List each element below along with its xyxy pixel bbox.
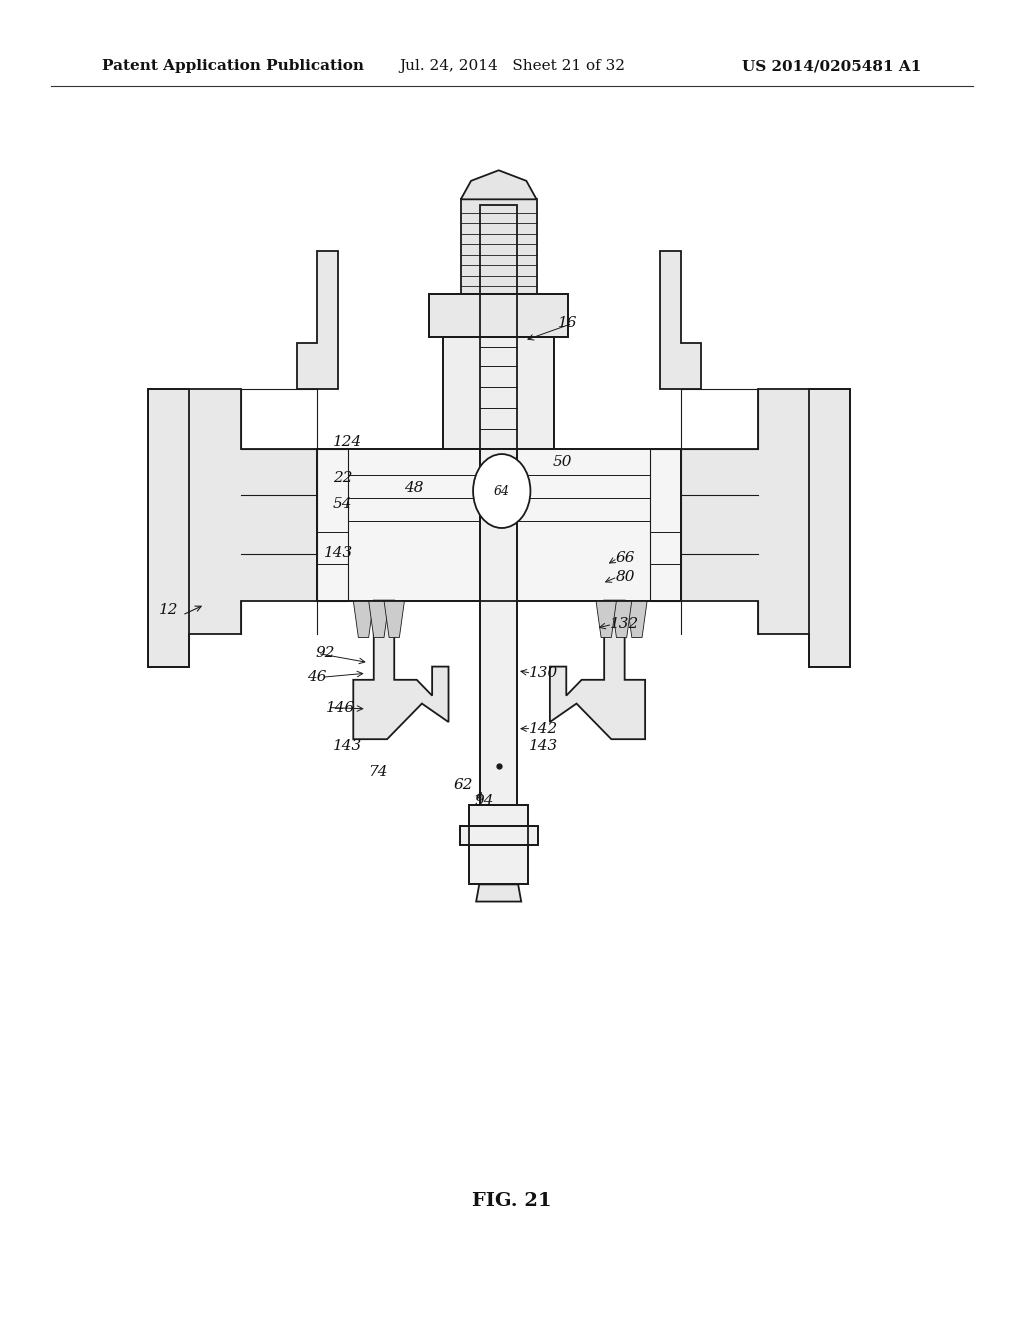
Bar (460, 826, 538, 845)
Bar (317, 449, 681, 601)
Polygon shape (297, 251, 338, 389)
Bar (429, 294, 568, 337)
Text: 143: 143 (529, 739, 559, 752)
Text: 146: 146 (326, 701, 355, 714)
Text: 22: 22 (333, 471, 352, 484)
Polygon shape (461, 170, 537, 199)
Text: Patent Application Publication: Patent Application Publication (102, 59, 365, 74)
Text: 12: 12 (159, 603, 178, 616)
Text: 80: 80 (615, 570, 635, 583)
Polygon shape (353, 601, 449, 739)
Circle shape (473, 454, 530, 528)
Bar (317, 449, 681, 601)
Bar (511, 205, 517, 805)
Text: 66: 66 (615, 552, 635, 565)
Polygon shape (476, 884, 521, 902)
Bar (530, 826, 538, 845)
Bar (443, 337, 554, 449)
Bar (443, 337, 462, 449)
Bar (317, 449, 348, 601)
Bar (469, 805, 476, 884)
Text: FIG. 21: FIG. 21 (472, 1192, 552, 1210)
Polygon shape (660, 251, 701, 389)
Text: 54: 54 (333, 498, 352, 511)
Bar (536, 337, 554, 449)
Bar (429, 294, 568, 337)
Polygon shape (353, 601, 374, 638)
Text: 92: 92 (315, 647, 335, 660)
Text: 143: 143 (324, 546, 353, 560)
Text: US 2014/0205481 A1: US 2014/0205481 A1 (742, 59, 922, 74)
Bar (650, 449, 681, 601)
Bar (317, 449, 348, 601)
Bar (521, 805, 528, 884)
Text: Jul. 24, 2014   Sheet 21 of 32: Jul. 24, 2014 Sheet 21 of 32 (399, 59, 625, 74)
Bar (554, 294, 568, 337)
Bar (460, 826, 467, 845)
Text: 74: 74 (369, 766, 388, 779)
Text: 142: 142 (529, 722, 559, 735)
Text: 124: 124 (333, 436, 362, 449)
Polygon shape (611, 601, 632, 638)
Text: 94: 94 (474, 795, 494, 808)
Bar (469, 805, 528, 884)
Text: 16: 16 (558, 317, 578, 330)
Text: 64: 64 (494, 484, 510, 498)
Bar (650, 449, 681, 601)
Polygon shape (596, 601, 616, 638)
Bar (429, 294, 443, 337)
Polygon shape (148, 389, 317, 667)
Bar (480, 205, 517, 805)
Bar (469, 805, 528, 884)
Text: 46: 46 (307, 671, 327, 684)
Text: 143: 143 (333, 739, 362, 752)
Text: 132: 132 (610, 618, 640, 631)
Text: 62: 62 (454, 779, 473, 792)
Text: 50: 50 (553, 455, 572, 469)
Polygon shape (550, 601, 645, 739)
Polygon shape (681, 389, 850, 667)
Bar (460, 826, 538, 845)
Text: 48: 48 (404, 482, 424, 495)
Text: 130: 130 (529, 667, 559, 680)
Bar (461, 199, 537, 294)
Polygon shape (384, 601, 404, 638)
Bar (443, 337, 554, 449)
Polygon shape (369, 601, 389, 638)
Polygon shape (627, 601, 647, 638)
Bar (480, 205, 517, 805)
Bar (480, 205, 486, 805)
